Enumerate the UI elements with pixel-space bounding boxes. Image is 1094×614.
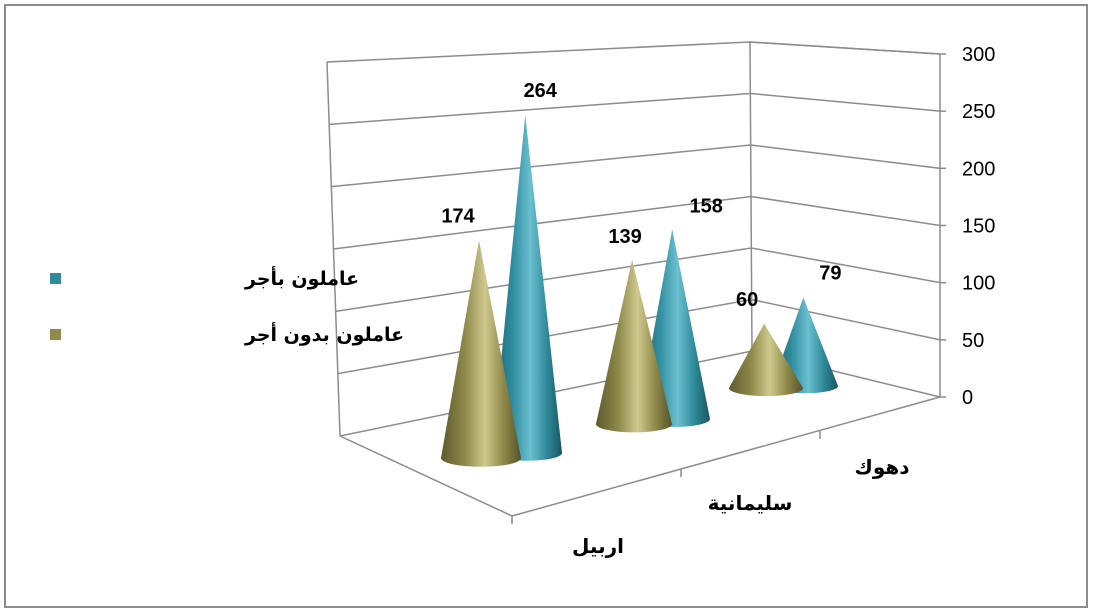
cone-mark <box>596 259 672 433</box>
y-axis: 0 50 100 150 200 250 300 <box>940 44 995 409</box>
cone-mark <box>492 115 562 461</box>
legend: عاملون بدون أجر عاملون بأجر <box>50 266 404 346</box>
data-label: 60 <box>736 289 758 311</box>
data-label: 139 <box>608 226 641 248</box>
data-labels: 264 174 158 139 79 60 <box>441 80 841 311</box>
gridline <box>326 41 941 63</box>
category-label: سليمانية <box>708 491 793 515</box>
y-tick-label: 100 <box>962 273 995 295</box>
cone-mark <box>441 240 521 467</box>
y-tick-label: 300 <box>962 44 995 66</box>
gridline <box>329 92 941 126</box>
category-label: اربيل <box>572 534 624 558</box>
data-label: 174 <box>441 206 475 228</box>
floor-right-edge <box>511 396 941 517</box>
floor-front-edge <box>339 435 513 517</box>
data-label: 79 <box>819 263 841 285</box>
legend-swatch <box>50 329 61 340</box>
y-tick-label: 0 <box>962 387 973 409</box>
data-label: 158 <box>690 195 723 217</box>
legend-label: عاملون بأجر <box>244 266 359 290</box>
cones <box>441 115 838 467</box>
x-axis: اربيل سليمانية دهوك <box>511 431 910 558</box>
cone-mark <box>729 323 803 397</box>
y-tick-label: 150 <box>962 216 995 238</box>
y-tick-label: 50 <box>962 330 984 352</box>
y-tick-label: 200 <box>962 158 995 180</box>
legend-label: عاملون بدون أجر <box>244 322 404 346</box>
category-label: دهوك <box>855 455 910 479</box>
legend-swatch <box>50 273 61 284</box>
gridline <box>331 144 941 188</box>
y-tick-label: 250 <box>962 101 995 123</box>
data-label: 264 <box>524 80 558 102</box>
gridline <box>333 195 941 250</box>
